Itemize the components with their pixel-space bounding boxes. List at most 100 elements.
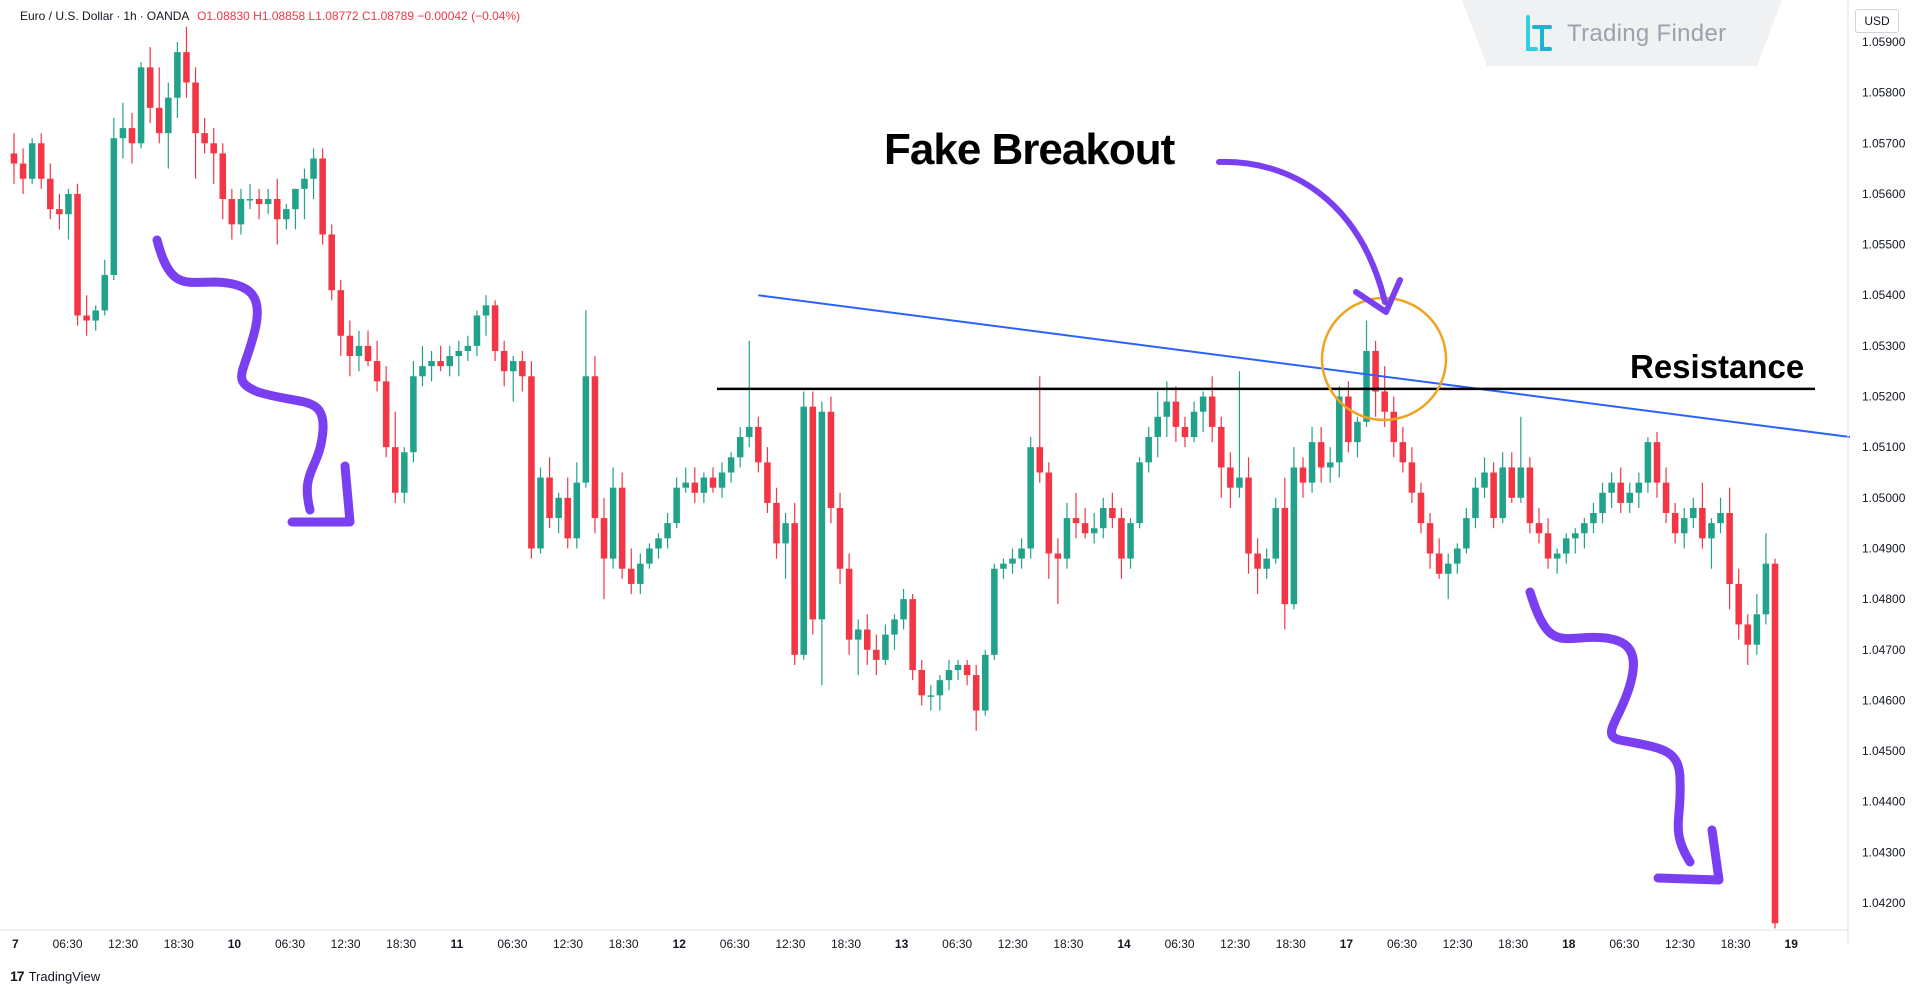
candle-body	[673, 487, 680, 524]
candle	[845, 553, 853, 655]
candle-body	[1572, 533, 1579, 539]
candle	[10, 133, 18, 184]
candle-body	[555, 497, 562, 519]
candle-body	[56, 209, 63, 215]
candle-body	[1717, 513, 1724, 524]
symbol-name[interactable]: Euro / U.S. Dollar	[20, 9, 114, 23]
candle-body	[1463, 518, 1470, 549]
price-tick-label: 1.04200	[1862, 896, 1906, 910]
candle	[446, 345, 453, 377]
fake-breakout-arrow-head	[1353, 277, 1403, 315]
candle-body	[65, 193, 72, 215]
candle-body	[310, 158, 317, 179]
candle	[1326, 447, 1334, 483]
candle	[74, 183, 81, 326]
candle-body	[1690, 507, 1697, 519]
downtrend-arrow-right	[1525, 587, 1695, 867]
candle	[1644, 437, 1652, 493]
candle-body	[37, 143, 45, 179]
candle	[1608, 472, 1615, 508]
candle-body	[1027, 447, 1034, 549]
fake-breakout-arrow	[1216, 158, 1388, 305]
time-tick-label: 18:30	[1276, 937, 1306, 951]
candle-body	[401, 452, 408, 493]
candle	[328, 224, 335, 301]
candle-body	[74, 193, 81, 316]
candle	[982, 649, 989, 716]
candle	[800, 391, 807, 660]
candle-body	[428, 361, 435, 367]
candle-body	[1090, 528, 1098, 534]
price-tick-label: 1.04600	[1862, 693, 1906, 707]
candle	[355, 330, 363, 372]
candle	[646, 543, 653, 569]
symbol-header[interactable]: Euro / U.S. Dollar · 1h · OANDA O1.08830 H1.…	[20, 9, 521, 23]
candle	[491, 300, 499, 362]
candle-body	[1499, 467, 1506, 519]
candle	[128, 112, 136, 164]
candle-body	[301, 178, 308, 189]
candle-body	[655, 538, 662, 549]
candle	[428, 350, 435, 382]
candle-body	[473, 315, 481, 346]
candle-body	[618, 487, 626, 569]
candle	[909, 594, 916, 681]
price-tick-label: 1.04400	[1862, 795, 1906, 809]
candle-body	[1562, 538, 1570, 554]
tradingview-logo-text: TradingView	[28, 969, 101, 984]
candle-body	[700, 477, 708, 493]
candle	[1172, 386, 1180, 443]
candle	[809, 391, 817, 635]
candle	[537, 467, 544, 554]
price-tick-label: 1.05000	[1862, 491, 1906, 505]
candle	[1499, 452, 1506, 524]
candle-body	[1599, 492, 1606, 514]
candle-body	[1199, 396, 1207, 412]
downtrend-arrow-right-head	[1653, 825, 1724, 885]
price-tick-label: 1.04500	[1862, 744, 1906, 758]
candle	[473, 310, 481, 357]
price-axis[interactable]: 1.05900 1.05800 1.05700 1.05600 1.05500 1.054…	[1847, 0, 1906, 945]
candle-body	[1454, 548, 1461, 564]
candle-body	[1354, 421, 1361, 443]
candle-body	[764, 462, 771, 503]
candle	[1544, 518, 1552, 569]
candle	[1090, 513, 1098, 544]
candle	[1263, 548, 1270, 579]
candle	[1463, 507, 1470, 554]
candle	[564, 477, 571, 549]
candle	[1254, 538, 1261, 595]
tradingview-logo[interactable]: 17 TradingView	[10, 968, 100, 984]
candle	[882, 624, 889, 665]
time-tick-label: 18:30	[609, 937, 639, 951]
ohlc-low: L1.08772	[308, 9, 359, 23]
currency-button[interactable]: USD	[1855, 9, 1899, 33]
lines-layer	[717, 294, 1851, 439]
time-tick-label: 17	[1340, 937, 1354, 951]
price-tick-label: 1.04900	[1862, 541, 1906, 555]
time-axis[interactable]: 7 06:30 12:30 18:30 10 06:30 12:30 18:30 11 06:30…	[0, 929, 1848, 951]
candle-body	[718, 472, 726, 488]
time-tick-label: 11	[450, 937, 463, 951]
candle	[1517, 416, 1525, 503]
candle-body	[101, 274, 109, 311]
candle	[292, 188, 299, 230]
candle-body	[800, 406, 807, 655]
candle	[1617, 467, 1624, 514]
candle	[1426, 513, 1434, 569]
candle-body	[891, 619, 898, 635]
candle	[1508, 452, 1516, 503]
candle	[1281, 477, 1289, 630]
candle	[28, 138, 36, 184]
candle	[1490, 462, 1497, 529]
candle-body	[1227, 467, 1234, 488]
candle	[528, 361, 535, 559]
candle-body	[664, 523, 671, 539]
candle-body	[546, 477, 553, 519]
candle-body	[745, 426, 753, 438]
candle-body	[591, 376, 599, 519]
interval-label[interactable]: 1h	[123, 9, 137, 23]
time-tick-label: 18:30	[1498, 937, 1528, 951]
